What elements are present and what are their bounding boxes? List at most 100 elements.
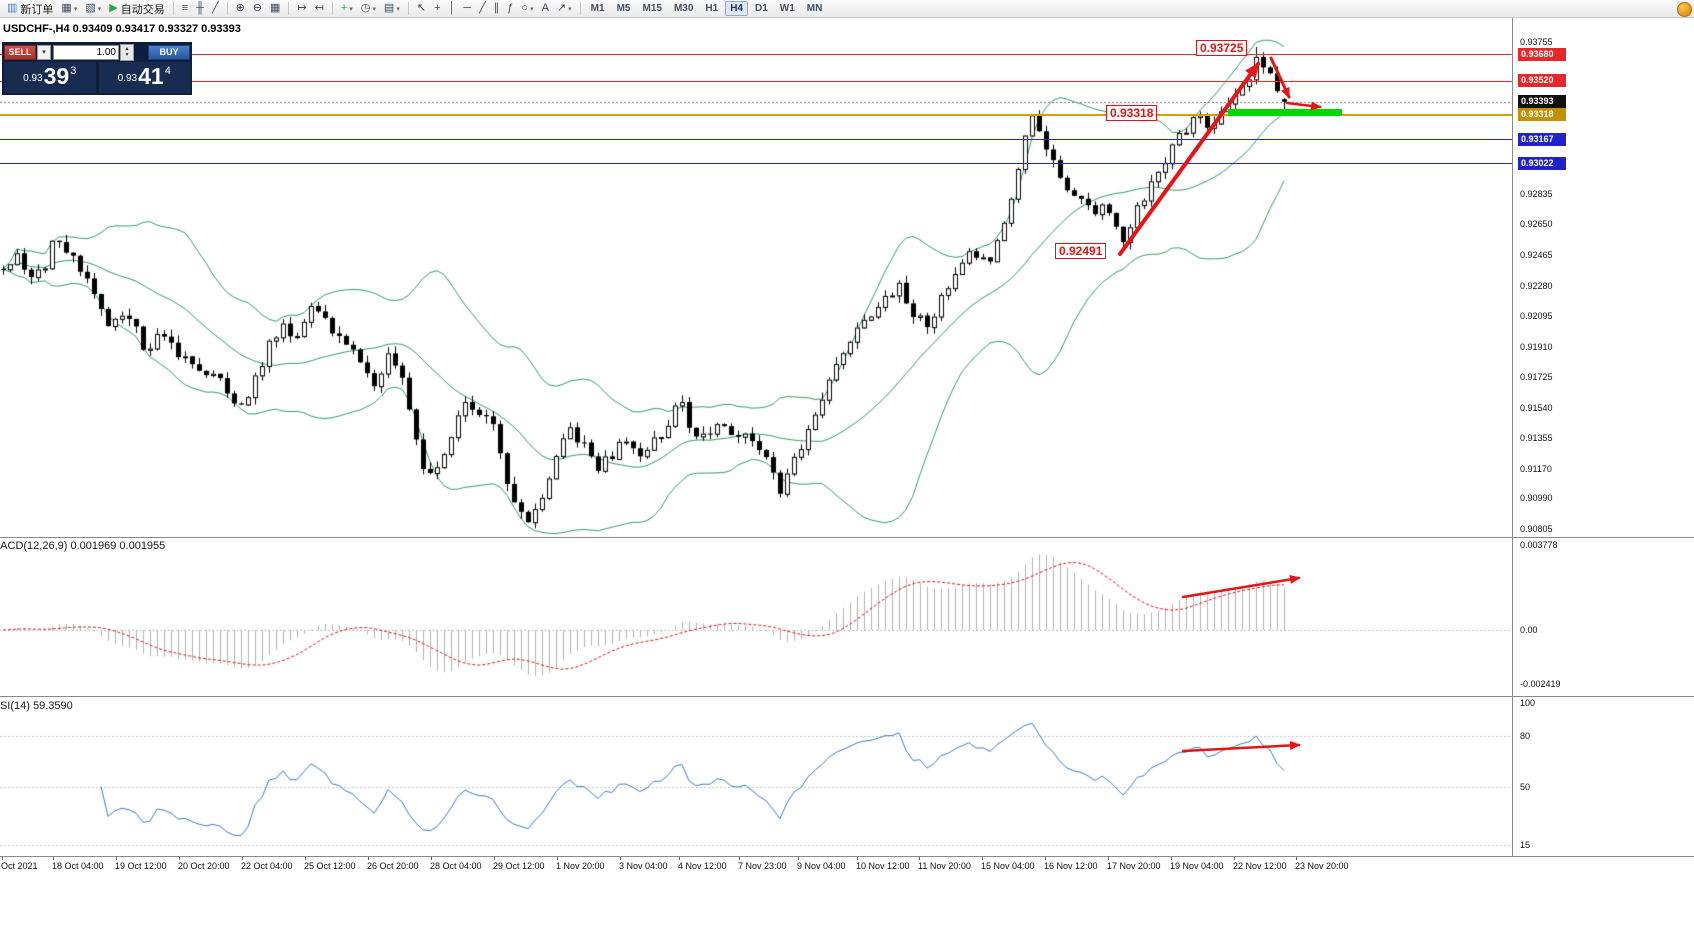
rsi-scale-label: 50 [1520, 781, 1531, 792]
price-annotation[interactable]: 0.93318 [1106, 105, 1158, 121]
price-axis-label: 0.91540 [1520, 402, 1553, 413]
time-axis[interactable]: Oct 2021 18 Oct 04:00 19 Oct 12:00 20 Oct 2… [0, 857, 1694, 879]
auto-scroll-button-icon: ↦ [297, 2, 307, 14]
time-axis-tick [919, 857, 920, 860]
timeframe-button-m5[interactable]: M5 [616, 3, 631, 14]
candlestick-chart-button[interactable]: ╫ [193, 1, 207, 16]
trendline-tool-button[interactable]: ╱ [476, 1, 489, 16]
crosshair-tool-button[interactable]: + [431, 1, 443, 16]
fibonacci-tool-button[interactable]: ƒ [504, 1, 516, 16]
profiles-button[interactable]: ▧ ▾ [82, 1, 104, 16]
buy-price-display[interactable]: 0.93 41 4 [98, 62, 190, 93]
price-axis-label: 0.93755 [1520, 37, 1553, 47]
text-tool-button[interactable]: A [539, 1, 552, 16]
toolbar-separator [331, 2, 333, 15]
time-axis-tick [1045, 857, 1046, 860]
time-axis-label: 4 Nov 12:00 [678, 861, 727, 871]
pane-separator[interactable] [0, 537, 1694, 538]
chevron-down-icon[interactable]: ▾ [372, 5, 376, 13]
timeframe-button-h4[interactable]: H4 [725, 1, 748, 16]
price-axis[interactable]: 0.93755 0.92835 0.92650 0.92465 0.92280 0.920… [1513, 18, 1694, 856]
auto-trading-button-label: 自动交易 [120, 3, 165, 16]
time-axis-label: 22 Oct 04:00 [241, 861, 293, 871]
buy-price-point: 4 [164, 65, 171, 77]
cursor-tool-button[interactable]: ↖ [414, 1, 429, 16]
horizontal-level-line[interactable] [0, 139, 1512, 140]
time-axis-label: 16 Nov 12:00 [1044, 861, 1098, 871]
chevron-down-icon[interactable]: ▾ [97, 5, 102, 13]
arrow-tool-button-icon: ↗ [556, 2, 567, 14]
sell-price-prefix: 0.93 [23, 73, 43, 84]
price-axis-label: 0.91355 [1520, 433, 1553, 444]
price-axis-label: 0.91170 [1520, 463, 1552, 474]
price-axis-label: 0.92465 [1520, 249, 1553, 260]
timeframe-button-m15[interactable]: M15 [642, 3, 662, 14]
arrow-tool-button[interactable]: ↗ ▾ [554, 1, 575, 16]
zoom-in-button[interactable]: ⊕ [233, 1, 248, 16]
channel-tool-button-icon: ∥ [493, 2, 500, 14]
timeframe-button-m1[interactable]: M1 [590, 3, 605, 14]
sell-price-display[interactable]: 0.93 39 3 [4, 62, 96, 93]
timeframe-button-h1[interactable]: H1 [705, 3, 719, 14]
chevron-down-icon[interactable]: ▾ [349, 5, 353, 13]
pane-separator[interactable] [0, 696, 1694, 697]
price-annotation[interactable]: 0.92491 [1055, 243, 1107, 259]
periods-button[interactable]: ◷ ▾ [358, 1, 379, 16]
auto-trading-button-icon: ▶ [109, 2, 118, 14]
time-axis-tick [557, 857, 558, 860]
toolbar-separator [579, 2, 581, 15]
zoom-out-button[interactable]: ⊖ [250, 1, 265, 16]
time-axis-label: 3 Nov 04:00 [619, 861, 668, 871]
timeframe-button-mn[interactable]: MN [806, 3, 823, 14]
chart-shift-button[interactable]: ↤ [312, 1, 327, 16]
sell-price-pips: 39 [43, 63, 70, 89]
price-axis-label: 0.91910 [1520, 341, 1553, 352]
time-axis-border [0, 856, 1694, 857]
time-axis-label: 11 Nov 20:00 [918, 861, 971, 871]
horizontal-level-line[interactable] [0, 54, 1512, 55]
channel-tool-button[interactable]: ∥ [491, 1, 503, 16]
trendline-tool-button-icon: ╱ [479, 2, 486, 14]
chevron-down-icon[interactable]: ▾ [530, 5, 534, 13]
timeframe-button-m30[interactable]: M30 [673, 3, 694, 14]
line-chart-button[interactable]: ╱ [209, 1, 222, 16]
sell-button[interactable]: SELL [4, 44, 36, 60]
new-order-button[interactable]: ▥ 新订单 [4, 1, 56, 16]
price-axis-badge: 0.93022 [1518, 156, 1566, 170]
order-type-dropdown[interactable]: ▾ [37, 44, 51, 60]
horizontal-level-line[interactable] [0, 114, 1512, 116]
vertical-line-tool-button[interactable]: │ [446, 1, 459, 16]
bar-chart-button[interactable]: ≡ [179, 1, 191, 16]
time-axis-label: 15 Nov 04:00 [981, 861, 1035, 871]
templates-button[interactable]: ▤ ▾ [381, 1, 403, 16]
horizontal-level-line[interactable] [0, 81, 1512, 82]
chevron-down-icon[interactable]: ▾ [568, 5, 572, 13]
toolbar-separator [172, 2, 174, 15]
tile-windows-button[interactable]: ▦ [267, 1, 283, 16]
time-axis-label: 25 Oct 12:00 [304, 861, 356, 871]
time-axis-tick [431, 857, 432, 860]
horizontal-line-tool-button[interactable]: ─ [460, 1, 474, 16]
volume-stepper[interactable]: ▴ ▾ [120, 43, 134, 61]
highlight-bar[interactable] [1228, 109, 1342, 116]
auto-scroll-button[interactable]: ↦ [294, 1, 309, 16]
timeframe-button-w1[interactable]: W1 [779, 3, 795, 14]
auto-trading-button[interactable]: ▶ 自动交易 [106, 1, 167, 16]
bar-chart-button-icon: ≡ [181, 2, 189, 14]
shapes-tool-button[interactable]: ○ ▾ [518, 1, 536, 16]
price-axis-label: 0.92835 [1520, 188, 1553, 199]
price-axis-badge: 0.93318 [1518, 107, 1566, 121]
chart-plot-area[interactable] [0, 18, 1512, 856]
horizontal-level-line[interactable] [0, 163, 1512, 164]
buy-price-prefix: 0.93 [117, 73, 138, 84]
buy-button[interactable]: BUY [148, 44, 190, 60]
indicators-button[interactable]: + ▾ [338, 1, 356, 16]
community-icon[interactable] [1677, 2, 1692, 17]
volume-input[interactable] [53, 44, 119, 60]
new-chart-button[interactable]: ▦ ▾ [58, 1, 80, 16]
timeframe-button-d1[interactable]: D1 [754, 3, 768, 14]
horizontal-line-tool-button-icon: ─ [463, 2, 472, 14]
price-annotation[interactable]: 0.93725 [1196, 40, 1248, 56]
chevron-down-icon[interactable]: ▾ [396, 5, 400, 13]
chevron-down-icon[interactable]: ▾ [73, 5, 78, 13]
